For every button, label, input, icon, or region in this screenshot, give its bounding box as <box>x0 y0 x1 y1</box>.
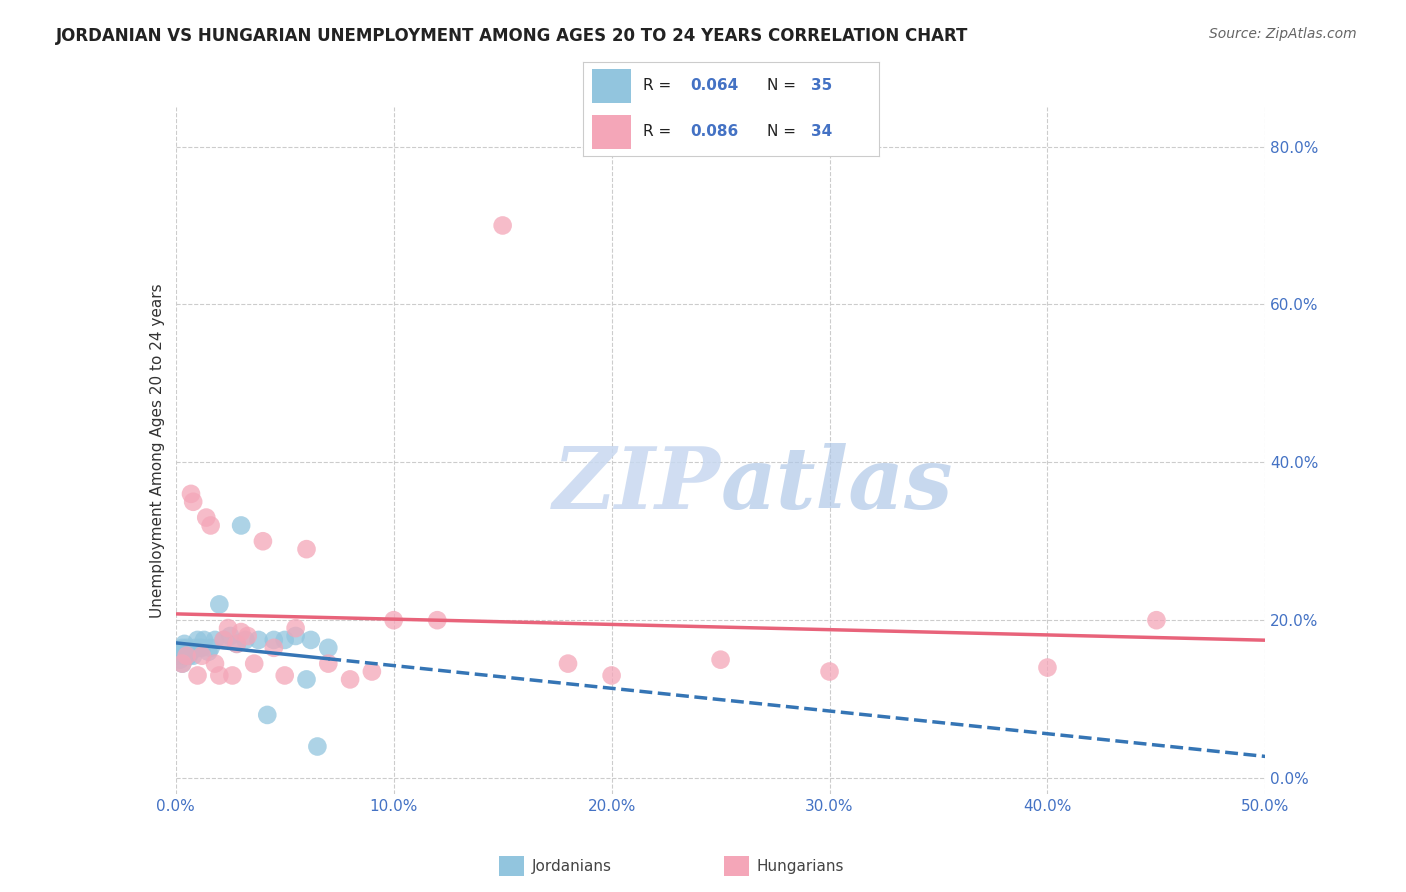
Point <box>600 668 623 682</box>
Point <box>274 668 297 682</box>
Point <box>235 632 257 647</box>
Point <box>212 632 235 647</box>
Text: Jordanians: Jordanians <box>531 859 612 873</box>
Point <box>197 645 219 659</box>
Point <box>212 632 235 647</box>
Text: JORDANIAN VS HUNGARIAN UNEMPLOYMENT AMONG AGES 20 TO 24 YEARS CORRELATION CHART: JORDANIAN VS HUNGARIAN UNEMPLOYMENT AMON… <box>56 27 969 45</box>
Point <box>180 487 202 501</box>
Point <box>818 665 841 679</box>
Point <box>339 673 361 687</box>
Bar <box>592 69 631 103</box>
Point <box>256 707 278 722</box>
Point <box>426 613 449 627</box>
Point <box>1036 660 1059 674</box>
Point <box>299 632 322 647</box>
Point <box>219 629 242 643</box>
Point <box>208 598 231 612</box>
Text: atlas: atlas <box>721 443 953 526</box>
Point <box>263 640 285 655</box>
Point <box>172 657 194 671</box>
Point <box>274 632 297 647</box>
Point <box>204 632 226 647</box>
Point <box>295 542 318 557</box>
Point <box>200 518 222 533</box>
Point <box>710 653 733 667</box>
Point <box>247 632 270 647</box>
Point <box>172 657 194 671</box>
Point <box>263 632 285 647</box>
Point <box>181 648 204 663</box>
Bar <box>592 115 631 149</box>
Point <box>188 640 211 655</box>
Point <box>176 640 198 655</box>
Point <box>284 629 307 643</box>
Point <box>231 625 253 640</box>
Text: N =: N = <box>766 78 800 94</box>
Point <box>169 653 191 667</box>
Point <box>191 648 214 663</box>
Point <box>176 648 198 663</box>
Point <box>191 640 214 655</box>
Point <box>173 648 195 663</box>
Text: R =: R = <box>643 124 676 139</box>
Point <box>217 621 239 635</box>
Point <box>284 621 307 635</box>
Point <box>231 518 253 533</box>
Point <box>236 629 259 643</box>
Text: 35: 35 <box>811 78 832 94</box>
Text: 34: 34 <box>811 124 832 139</box>
Point <box>318 640 340 655</box>
Point <box>173 637 195 651</box>
Point <box>295 673 318 687</box>
Point <box>243 657 266 671</box>
Point <box>176 648 198 663</box>
Point <box>195 510 218 524</box>
Point <box>225 637 247 651</box>
Point <box>557 657 579 671</box>
Y-axis label: Unemployment Among Ages 20 to 24 years: Unemployment Among Ages 20 to 24 years <box>149 283 165 618</box>
Point <box>177 648 200 663</box>
Point <box>181 495 204 509</box>
Text: 0.086: 0.086 <box>690 124 738 139</box>
Point <box>208 668 231 682</box>
Point <box>204 657 226 671</box>
Point <box>186 668 209 682</box>
Point <box>492 219 515 233</box>
Point <box>180 645 202 659</box>
Point <box>184 640 207 655</box>
Text: 0.064: 0.064 <box>690 78 738 94</box>
Point <box>225 637 247 651</box>
Point <box>186 632 209 647</box>
Point <box>252 534 274 549</box>
Point <box>318 657 340 671</box>
Point <box>382 613 405 627</box>
Point <box>167 648 190 663</box>
Text: N =: N = <box>766 124 800 139</box>
Point <box>200 640 222 655</box>
Text: ZIP: ZIP <box>553 443 721 526</box>
Point <box>221 668 243 682</box>
Point <box>307 739 329 754</box>
Point <box>360 665 382 679</box>
Text: R =: R = <box>643 78 676 94</box>
Text: Hungarians: Hungarians <box>756 859 844 873</box>
Point <box>1144 613 1167 627</box>
Point <box>172 645 194 659</box>
Text: Source: ZipAtlas.com: Source: ZipAtlas.com <box>1209 27 1357 41</box>
Point <box>193 632 215 647</box>
Point <box>172 640 194 655</box>
